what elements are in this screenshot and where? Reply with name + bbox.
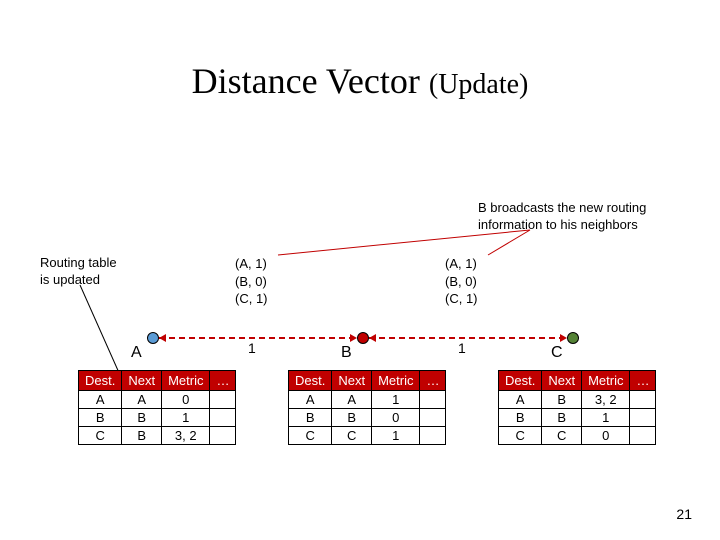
table-cell bbox=[630, 391, 656, 409]
table-cell bbox=[210, 427, 236, 445]
table-cell: B bbox=[542, 409, 582, 427]
edge-weight: 1 bbox=[458, 340, 466, 356]
table-row: CC1 bbox=[289, 427, 446, 445]
table-header: Next bbox=[332, 371, 372, 391]
table-cell: B bbox=[332, 409, 372, 427]
node-b bbox=[357, 332, 369, 344]
node-label-a: A bbox=[131, 344, 142, 362]
table-cell bbox=[420, 427, 446, 445]
table-cell: A bbox=[332, 391, 372, 409]
table-row: BB0 bbox=[289, 409, 446, 427]
routing-table-0: Dest.NextMetric…AA0BB1CB3, 2 bbox=[78, 370, 236, 445]
table-row: BB1 bbox=[499, 409, 656, 427]
table-cell bbox=[420, 409, 446, 427]
table-header: … bbox=[630, 371, 656, 391]
table-cell bbox=[420, 391, 446, 409]
table-header: Dest. bbox=[79, 371, 122, 391]
table-cell: 3, 2 bbox=[582, 391, 630, 409]
table-cell: B bbox=[542, 391, 582, 409]
table-cell bbox=[210, 391, 236, 409]
vector-info-1: (A, 1)(B, 0)(C, 1) bbox=[445, 255, 478, 308]
table-cell: C bbox=[79, 427, 122, 445]
broadcast-text: B broadcasts the new routinginformation … bbox=[478, 200, 646, 232]
edge-weight: 1 bbox=[248, 340, 256, 356]
table-cell bbox=[630, 409, 656, 427]
table-row: BB1 bbox=[79, 409, 236, 427]
routing-table-1: Dest.NextMetric…AA1BB0CC1 bbox=[288, 370, 446, 445]
node-label-c: C bbox=[551, 344, 563, 362]
table-cell: C bbox=[499, 427, 542, 445]
table-cell: B bbox=[79, 409, 122, 427]
title-main: Distance Vector bbox=[192, 61, 429, 101]
table-cell: C bbox=[332, 427, 372, 445]
table-cell: B bbox=[122, 409, 162, 427]
table-cell: 3, 2 bbox=[162, 427, 210, 445]
broadcast-annotation: B broadcasts the new routinginformation … bbox=[478, 200, 688, 234]
table-cell bbox=[630, 427, 656, 445]
table-cell: C bbox=[289, 427, 332, 445]
table-row: CC0 bbox=[499, 427, 656, 445]
table-header: Next bbox=[122, 371, 162, 391]
table-cell: 1 bbox=[372, 427, 420, 445]
table-cell: A bbox=[79, 391, 122, 409]
table-cell: 0 bbox=[372, 409, 420, 427]
table-row: CB3, 2 bbox=[79, 427, 236, 445]
table-cell: A bbox=[122, 391, 162, 409]
table-cell: B bbox=[122, 427, 162, 445]
table-cell: C bbox=[542, 427, 582, 445]
vector-info-0: (A, 1)(B, 0)(C, 1) bbox=[235, 255, 268, 308]
table-row: AA1 bbox=[289, 391, 446, 409]
table-header: Metric bbox=[372, 371, 420, 391]
node-label-b: B bbox=[341, 344, 352, 362]
table-cell bbox=[210, 409, 236, 427]
table-header: … bbox=[420, 371, 446, 391]
table-header: … bbox=[210, 371, 236, 391]
table-header: Dest. bbox=[289, 371, 332, 391]
table-header: Next bbox=[542, 371, 582, 391]
table-cell: A bbox=[289, 391, 332, 409]
table-header: Metric bbox=[162, 371, 210, 391]
table-cell: 1 bbox=[582, 409, 630, 427]
table-row: AB3, 2 bbox=[499, 391, 656, 409]
table-cell: B bbox=[499, 409, 542, 427]
table-cell: 1 bbox=[372, 391, 420, 409]
slide-title: Distance Vector (Update) bbox=[0, 60, 720, 102]
updated-text: Routing tableis updated bbox=[40, 255, 117, 287]
table-cell: 1 bbox=[162, 409, 210, 427]
table-cell: B bbox=[289, 409, 332, 427]
table-cell: A bbox=[499, 391, 542, 409]
table-header: Metric bbox=[582, 371, 630, 391]
table-cell: 0 bbox=[582, 427, 630, 445]
node-a bbox=[147, 332, 159, 344]
page-number: 21 bbox=[676, 506, 692, 522]
title-sub: (Update) bbox=[429, 69, 529, 100]
node-c bbox=[567, 332, 579, 344]
updated-annotation: Routing tableis updated bbox=[40, 255, 117, 289]
table-header: Dest. bbox=[499, 371, 542, 391]
routing-table-2: Dest.NextMetric…AB3, 2BB1CC0 bbox=[498, 370, 656, 445]
table-row: AA0 bbox=[79, 391, 236, 409]
table-cell: 0 bbox=[162, 391, 210, 409]
